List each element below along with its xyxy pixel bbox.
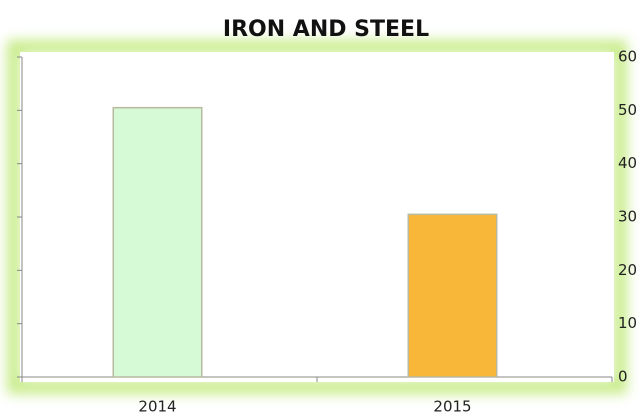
plot-area bbox=[20, 52, 614, 382]
plot-glow bbox=[7, 40, 627, 394]
y-tick-label: 40 bbox=[618, 154, 637, 172]
bar bbox=[112, 106, 203, 378]
y-tick-label: 10 bbox=[618, 314, 637, 332]
y-tick-label: 60 bbox=[618, 48, 637, 66]
y-tick-label: 0 bbox=[618, 368, 628, 386]
y-tick-label: 20 bbox=[618, 261, 637, 279]
y-tick-label: 50 bbox=[618, 101, 637, 119]
x-tick-label: 2014 bbox=[138, 398, 176, 416]
bar bbox=[407, 213, 498, 378]
x-tick-label: 2015 bbox=[433, 398, 471, 416]
y-tick-label: 30 bbox=[618, 208, 637, 226]
chart-title: IRON AND STEEL bbox=[223, 17, 429, 42]
